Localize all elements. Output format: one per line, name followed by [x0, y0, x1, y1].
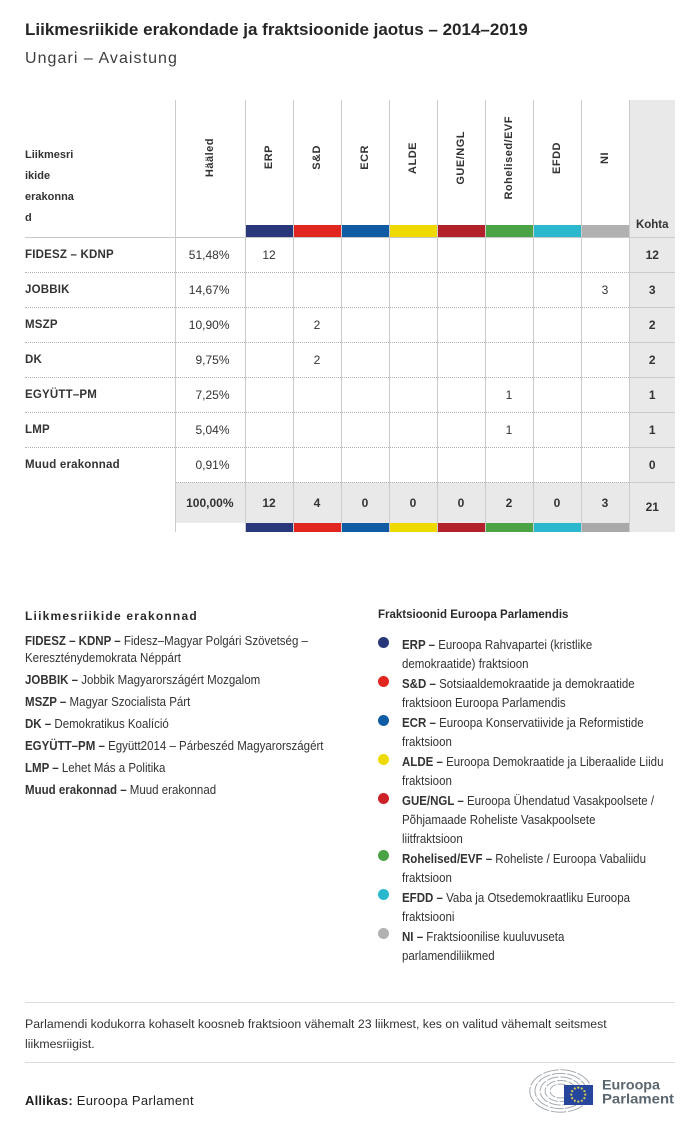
svg-text:Parlament: Parlament [602, 1091, 674, 1107]
svg-text:Euroopa: Euroopa [602, 1077, 660, 1093]
